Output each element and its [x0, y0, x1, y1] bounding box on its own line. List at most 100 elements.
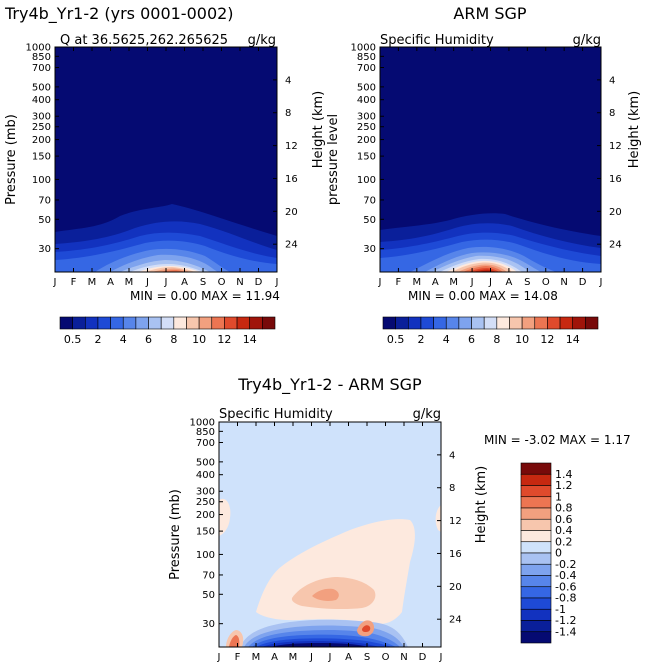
month-tick-label: M — [289, 652, 298, 663]
colorbar-swatch — [148, 316, 162, 330]
month-tick-label: O — [382, 652, 390, 663]
panel-a-subtitle: Q at 36.5625,262.265625 — [60, 33, 228, 48]
y-axis-title-right: Height (km) — [311, 91, 326, 168]
colorbar-swatch — [520, 518, 552, 531]
pressure-tick-label: 700 — [357, 63, 376, 74]
colorbar-label: 0.8 — [555, 502, 573, 515]
colorbar-label: 0.4 — [555, 524, 573, 537]
panel-a-minmax: MIN = 0.00 MAX = 11.94 — [130, 289, 280, 303]
colorbar-label: -1 — [555, 603, 566, 616]
month-tick-label: O — [218, 277, 226, 288]
panel-c-title: Try4b_Yr1-2 - ARM SGP — [237, 375, 422, 395]
colorbar-label: 2 — [417, 333, 424, 346]
month-tick-label: N — [560, 277, 567, 288]
colorbar-swatch — [496, 316, 510, 330]
colorbar-swatch — [520, 496, 552, 509]
y-axis-title: Pressure (mb) — [168, 489, 183, 580]
y-axis-title: pressure level — [326, 114, 341, 205]
month-tick-label: F — [71, 277, 77, 288]
panel-b-subtitle: Specific Humidity — [380, 33, 494, 48]
month-tick-label: A — [181, 277, 188, 288]
colorbar-label: -0.6 — [555, 580, 576, 593]
panel-b-minmax: MIN = 0.00 MAX = 14.08 — [408, 289, 558, 303]
colorbar-swatch — [520, 563, 552, 576]
height-tick-label: 24 — [609, 240, 622, 251]
month-tick-label: J — [488, 277, 492, 288]
month-tick-label: D — [419, 652, 427, 663]
colorbar-swatch — [520, 620, 552, 633]
colorbar-swatch — [520, 552, 552, 565]
colorbar-label: 0.5 — [387, 333, 405, 346]
month-tick-label: J — [53, 277, 57, 288]
colorbar-label: 8 — [170, 333, 177, 346]
month-tick-label: M — [449, 277, 458, 288]
pressure-tick-label: 70 — [38, 195, 51, 206]
colorbar-swatch — [72, 316, 86, 330]
panel-c-blob-upper-left — [219, 498, 231, 536]
month-tick-label: J — [217, 652, 221, 663]
height-tick-label: 12 — [449, 516, 462, 527]
colorbar-swatch — [458, 316, 472, 330]
colorbar-swatch — [520, 631, 552, 644]
month-tick-label: F — [396, 277, 402, 288]
month-tick-label: A — [271, 652, 278, 663]
colorbar-swatch — [211, 316, 225, 330]
month-tick-label: S — [364, 652, 370, 663]
pressure-tick-label: 30 — [202, 619, 215, 630]
panel-a-title: Try4b_Yr1-2 (yrs 0001-0002) — [4, 4, 234, 24]
pressure-tick-label: 70 — [202, 570, 215, 581]
panel-c-spot-feb-core — [229, 635, 240, 647]
pressure-tick-label: 250 — [32, 122, 51, 133]
colorbar-swatch — [520, 485, 552, 498]
colorbar-label: 6 — [468, 333, 475, 346]
pressure-tick-label: 50 — [202, 590, 215, 601]
colorbar-swatch — [520, 541, 552, 554]
panel-c-contour-field — [219, 422, 441, 647]
colorbar-swatch — [520, 597, 552, 610]
month-tick-label: N — [236, 277, 243, 288]
colorbar-swatch — [433, 316, 447, 330]
colorbar-swatch — [160, 316, 175, 330]
pressure-tick-label: 850 — [196, 427, 215, 438]
colorbar-label: 0 — [555, 547, 562, 560]
colorbar-swatch — [585, 316, 599, 330]
colorbar-swatch — [249, 316, 263, 330]
colorbar-swatch — [122, 316, 137, 330]
pressure-tick-label: 700 — [32, 63, 51, 74]
y-axis-title-right: Height (km) — [474, 466, 489, 543]
colorbar-label: 12 — [540, 333, 554, 346]
pressure-tick-label: 250 — [196, 497, 215, 508]
pressure-tick-label: 1000 — [351, 43, 376, 54]
colorbar-label: 6 — [145, 333, 152, 346]
colorbar-label: 10 — [192, 333, 206, 346]
month-tick-label: O — [542, 277, 550, 288]
month-tick-label: A — [107, 277, 114, 288]
month-tick-label: J — [599, 277, 603, 288]
pressure-tick-label: 70 — [363, 195, 376, 206]
panel-model-humidity: Try4b_Yr1-2 (yrs 0001-0002) Q at 36.5625… — [4, 4, 326, 346]
panel-obs-humidity: ARM SGP Specific Humidity g/kg 305070100… — [326, 4, 642, 346]
colorbar-swatch — [236, 316, 251, 330]
panel-a-units: g/kg — [248, 33, 276, 48]
panel-c-negative-7 — [270, 643, 370, 647]
colorbar-label: 8 — [493, 333, 500, 346]
colorbar-label: 4 — [443, 333, 450, 346]
colorbar-swatch — [135, 316, 149, 330]
height-tick-label: 20 — [609, 207, 622, 218]
pressure-tick-label: 200 — [196, 510, 215, 521]
pressure-tick-label: 30 — [38, 244, 51, 255]
height-tick-label: 20 — [449, 582, 462, 593]
colorbar-swatch — [483, 316, 498, 330]
pressure-tick-label: 300 — [357, 112, 376, 123]
colorbar-label: -0.2 — [555, 558, 576, 571]
height-tick-label: 20 — [285, 207, 298, 218]
colorbar-label: 0.5 — [64, 333, 82, 346]
panel-c-spot-sep-core — [362, 625, 371, 632]
month-tick-label: F — [235, 652, 241, 663]
y-axis-title-right: Height (km) — [627, 91, 642, 168]
colorbar-swatch — [420, 316, 434, 330]
colorbar-label: -1.4 — [555, 625, 576, 638]
